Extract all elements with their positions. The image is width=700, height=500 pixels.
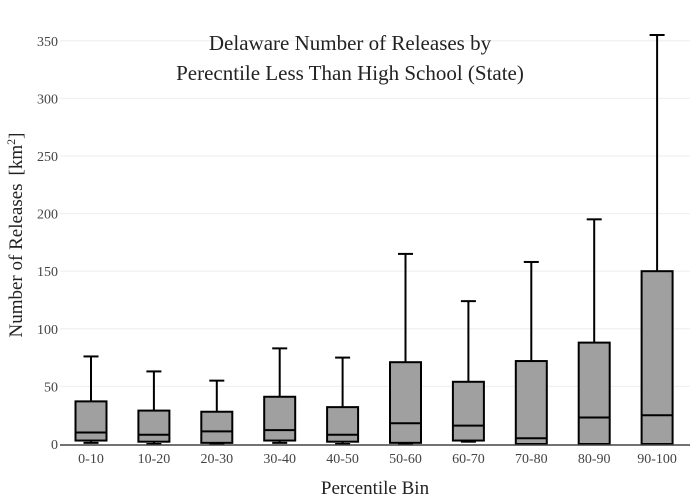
y-tick-label-100: 100 — [37, 323, 58, 338]
y-axis-title: Number of Releases [km2] — [4, 133, 27, 338]
y-axis-unit-sup: 2 — [4, 139, 18, 145]
y-tick-label-350: 350 — [37, 35, 58, 50]
y-tick-label-250: 250 — [37, 150, 58, 165]
box-iqr — [640, 270, 674, 445]
y-tick-labels: 0 50 100 150 200 250 300 350 — [37, 35, 58, 453]
y-tick-label-300: 300 — [37, 92, 58, 107]
y-tick-label-150: 150 — [37, 265, 58, 280]
box-iqr — [451, 380, 485, 442]
box-0-10 — [74, 355, 108, 444]
x-tick-label-30-40: 30-40 — [263, 452, 296, 467]
box-50-60 — [389, 252, 422, 445]
box-iqr — [577, 341, 611, 445]
box-iqr — [326, 406, 360, 443]
x-tick-label-40-50: 40-50 — [326, 452, 359, 467]
box-70-80 — [514, 260, 548, 445]
x-tick-label-20-30: 20-30 — [200, 452, 233, 467]
x-tick-label-10-20: 10-20 — [138, 452, 171, 467]
box-iqr — [389, 361, 422, 444]
box-90-100 — [640, 34, 674, 445]
box-iqr — [74, 400, 108, 442]
chart-title-line-2: Perecntile Less Than High School (State) — [176, 61, 524, 85]
box-iqr — [263, 395, 297, 442]
x-tick-label-60-70: 60-70 — [452, 452, 485, 467]
y-tick-label-50: 50 — [44, 380, 58, 395]
grid-lines — [60, 40, 690, 387]
y-axis-title-main: Number of Releases — [6, 183, 27, 337]
x-tick-labels: 0-10 10-20 20-30 30-40 40-50 50-60 60-70 70-80 8… — [78, 452, 677, 467]
y-axis-unit-close: ] — [6, 133, 27, 139]
x-tick-label-80-90: 80-90 — [578, 452, 611, 467]
box-40-50 — [326, 356, 360, 445]
box-80-90 — [577, 218, 611, 445]
box-10-20 — [137, 370, 171, 445]
y-axis-unit-open: [km — [6, 145, 27, 176]
x-tick-label-50-60: 50-60 — [389, 452, 422, 467]
box-series — [74, 34, 674, 445]
chart-title-line-1: Delaware Number of Releases by — [209, 31, 492, 55]
x-tick-label-0-10: 0-10 — [78, 452, 104, 467]
box-20-30 — [200, 379, 234, 445]
x-axis-title: Percentile Bin — [321, 478, 430, 499]
box-30-40 — [263, 347, 297, 444]
x-tick-label-70-80: 70-80 — [515, 452, 548, 467]
box-iqr — [514, 360, 548, 445]
y-tick-label-200: 200 — [37, 208, 58, 223]
box-60-70 — [451, 300, 485, 443]
box-iqr — [200, 410, 234, 444]
x-tick-label-90-100: 90-100 — [637, 452, 677, 467]
y-tick-label-0: 0 — [51, 438, 58, 453]
box-iqr — [137, 409, 171, 443]
